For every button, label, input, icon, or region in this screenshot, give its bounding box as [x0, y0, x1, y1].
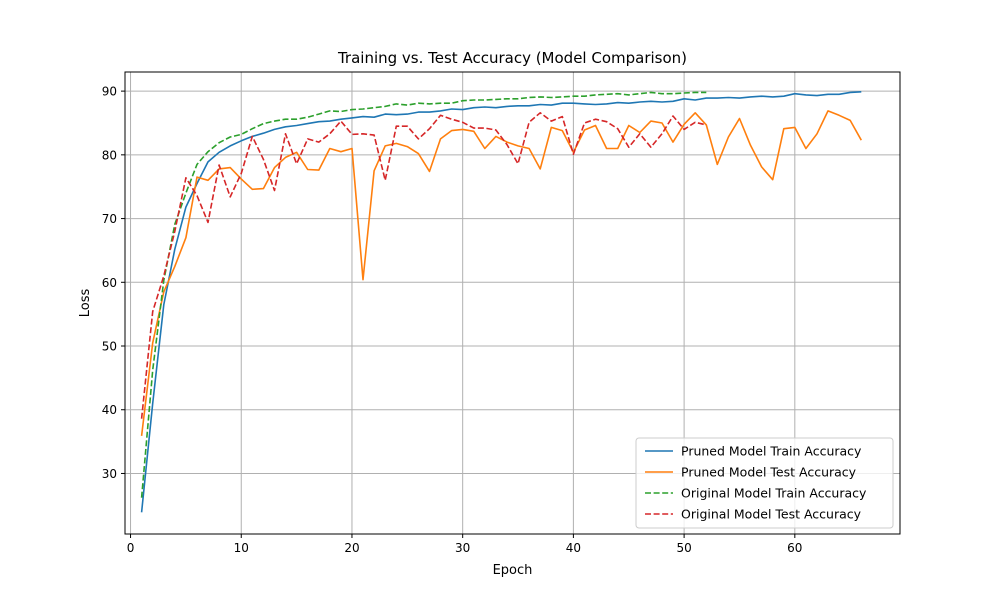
y-tick-label: 30 [102, 467, 117, 481]
chart-title: Training vs. Test Accuracy (Model Compar… [337, 49, 687, 67]
legend: Pruned Model Train Accuracy Pruned Model … [635, 437, 894, 529]
x-tick-label: 30 [455, 541, 470, 555]
y-tick-label: 70 [102, 212, 117, 226]
legend-label-pruned-model-train-accuracy: Pruned Model Train Accuracy [681, 444, 862, 459]
y-tick-label: 60 [102, 276, 117, 290]
y-tick-label: 40 [102, 403, 117, 417]
x-tick-label: 20 [344, 541, 359, 555]
plot-series [140, 91, 862, 513]
x-tick-label: 50 [676, 541, 691, 555]
series-line-original-model-test-accuracy [140, 112, 707, 419]
y-tick-label: 80 [102, 148, 117, 162]
y-tick-label: 90 [102, 85, 117, 99]
legend-items: Pruned Model Train Accuracy Pruned Model … [645, 444, 867, 522]
axis-ticks: 0 10 20 30 40 50 60 30 40 50 60 70 80 90 [102, 85, 803, 555]
x-tick-label: 10 [234, 541, 249, 555]
x-tick-label: 0 [127, 541, 135, 555]
series-line-pruned-model-test-accuracy [140, 110, 862, 436]
x-tick-label: 60 [787, 541, 802, 555]
plot-area-frame [124, 71, 901, 535]
x-tick-label: 40 [566, 541, 581, 555]
series-line-original-model-train-accuracy [140, 91, 707, 498]
legend-label-original-model-test-accuracy: Original Model Test Accuracy [681, 507, 862, 522]
legend-label-pruned-model-test-accuracy: Pruned Model Test Accuracy [681, 465, 857, 480]
series-line-pruned-model-train-accuracy [140, 91, 862, 513]
legend-label-original-model-train-accuracy: Original Model Train Accuracy [681, 486, 867, 501]
legend-box [635, 437, 894, 529]
y-tick-label: 50 [102, 340, 117, 354]
x-axis-label: Epoch [493, 563, 533, 578]
y-axis-label: Loss [78, 289, 93, 318]
